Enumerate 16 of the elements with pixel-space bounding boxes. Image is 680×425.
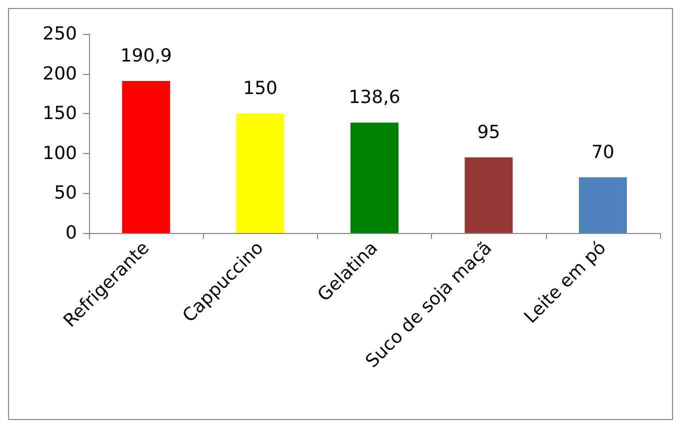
data-label: 150	[243, 78, 278, 100]
data-label: 190,9	[120, 46, 172, 67]
y-tick-label: 0	[66, 222, 77, 244]
y-tick-label: 50	[54, 182, 77, 204]
bar	[350, 122, 398, 233]
y-tick-label: 100	[42, 142, 77, 164]
y-tick-label: 200	[42, 63, 77, 84]
y-tick-label: 150	[42, 103, 77, 124]
bar	[464, 157, 513, 233]
bar	[122, 81, 170, 233]
data-label: 95	[477, 122, 500, 143]
data-label: 70	[591, 142, 614, 163]
bar	[236, 114, 284, 233]
data-label: 138,6	[348, 87, 400, 108]
y-tick-label: 250	[42, 24, 77, 44]
bar	[578, 177, 627, 233]
